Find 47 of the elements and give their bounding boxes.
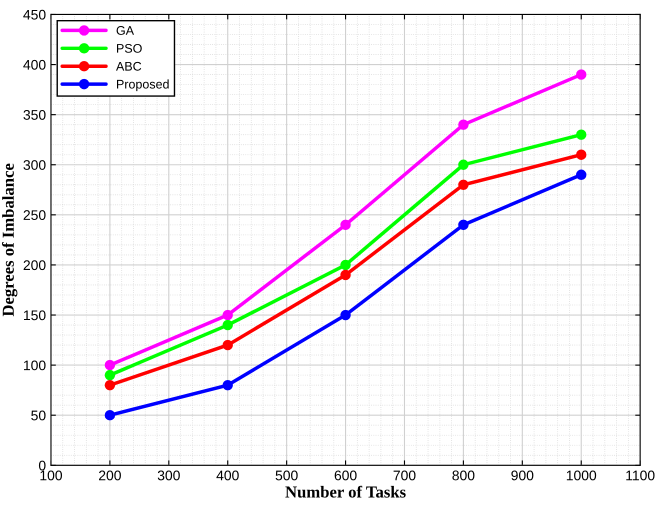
y-tick-label: 350 (23, 110, 46, 120)
y-tick-label: 300 (23, 160, 46, 170)
x-tick-label: 700 (394, 470, 416, 480)
legend-label: GA (116, 26, 134, 35)
x-tick-label: 1000 (566, 470, 596, 480)
y-tick-label: 100 (24, 360, 46, 370)
point (576, 150, 586, 160)
point (576, 69, 586, 80)
x-tick-label: 900 (511, 470, 534, 480)
point (222, 340, 233, 350)
point (104, 370, 116, 380)
point (458, 220, 469, 230)
x-tick-label: 200 (99, 470, 121, 480)
point (340, 260, 351, 270)
point (104, 360, 116, 370)
x-tick-label: 500 (276, 470, 298, 480)
point (340, 220, 351, 230)
x-tick-label: 600 (334, 470, 357, 480)
x-tick-label: 1100 (626, 470, 655, 480)
point (104, 410, 116, 420)
y-tick-label: 250 (24, 210, 46, 220)
legend-label: Proposed (117, 79, 169, 92)
x-tick-label: 800 (452, 470, 474, 480)
y-tick-label: 450 (23, 10, 46, 20)
y-axis-title: Degrees of Imbalance (2, 164, 18, 316)
legend-label: PSO (117, 44, 142, 53)
point (222, 320, 233, 330)
x-tick-label: 400 (216, 470, 239, 480)
y-tick-label: 200 (24, 260, 46, 270)
y-tick-label: 400 (23, 60, 46, 70)
point (340, 270, 351, 280)
point (104, 380, 116, 390)
point (458, 119, 469, 130)
x-tick-label: 300 (158, 470, 180, 480)
point (340, 310, 351, 320)
y-tick-label: 50 (31, 410, 46, 420)
point (458, 160, 469, 170)
point (576, 170, 586, 180)
point (458, 180, 469, 190)
point (222, 310, 233, 320)
x-axis-title: Number of Tasks (285, 486, 406, 498)
point (576, 129, 586, 140)
legend-label: ABC (116, 62, 142, 71)
point (222, 380, 233, 390)
y-tick-label: 0 (38, 460, 46, 470)
y-tick-label: 150 (24, 310, 46, 320)
x-tick-label: 100 (40, 470, 62, 480)
